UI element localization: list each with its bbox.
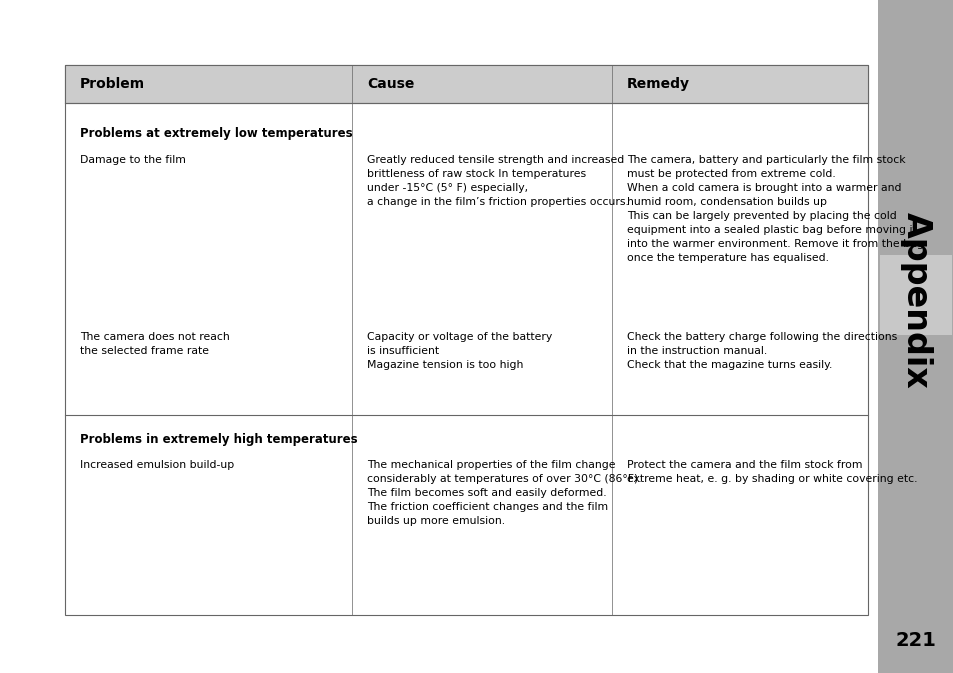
- Text: Check the battery charge following the directions
in the instruction manual.
Che: Check the battery charge following the d…: [626, 332, 897, 370]
- Text: Greatly reduced tensile strength and increased
brittleness of raw stock In tempe: Greatly reduced tensile strength and inc…: [367, 155, 628, 207]
- Text: Protect the camera and the film stock from
extreme heat, e. g. by shading or whi: Protect the camera and the film stock fr…: [626, 460, 917, 484]
- Bar: [65, 65, 867, 615]
- Text: Capacity or voltage of the battery
is insufficient
Magazine tension is too high: Capacity or voltage of the battery is in…: [367, 332, 552, 370]
- Text: Remedy: Remedy: [626, 77, 689, 91]
- Text: Damage to the film: Damage to the film: [80, 155, 186, 165]
- Text: Cause: Cause: [367, 77, 414, 91]
- Bar: [877, 0, 953, 673]
- Text: Problems in extremely high temperatures: Problems in extremely high temperatures: [80, 433, 357, 446]
- Text: The camera does not reach
the selected frame rate: The camera does not reach the selected f…: [80, 332, 230, 356]
- Text: The camera, battery and particularly the film stock
must be protected from extre: The camera, battery and particularly the…: [626, 155, 923, 263]
- Bar: [65, 65, 867, 103]
- Text: The mechanical properties of the film change
considerably at temperatures of ove: The mechanical properties of the film ch…: [367, 460, 641, 526]
- Text: Problem: Problem: [80, 77, 145, 91]
- Bar: [879, 255, 951, 335]
- Text: 221: 221: [895, 631, 936, 651]
- Text: Problems at extremely low temperatures: Problems at extremely low temperatures: [80, 127, 353, 140]
- Text: Increased emulsion build-up: Increased emulsion build-up: [80, 460, 234, 470]
- Text: Appendix: Appendix: [899, 211, 931, 388]
